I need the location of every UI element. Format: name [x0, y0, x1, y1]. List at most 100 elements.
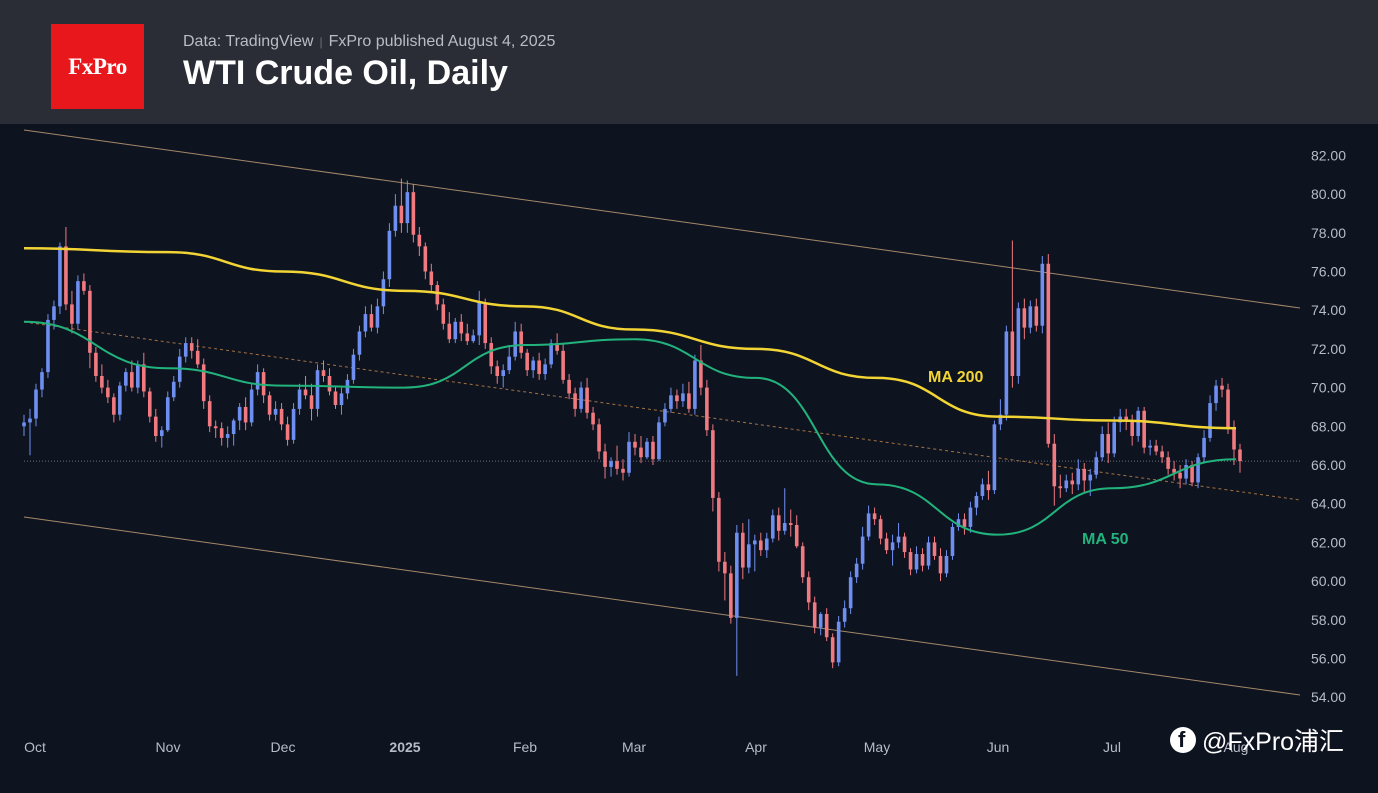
candle-body: [315, 370, 320, 409]
x-tick-label: Nov: [156, 739, 181, 755]
candle-body: [1100, 434, 1105, 458]
candle-body: [82, 281, 86, 291]
candle-body: [489, 343, 494, 367]
candle-body: [1112, 422, 1117, 454]
candle-body: [321, 370, 326, 376]
candle-body: [130, 372, 134, 388]
candle-body: [555, 343, 559, 351]
candle-body: [543, 364, 547, 375]
candle-body: [297, 389, 302, 409]
price-chart: MA 200 MA 50 54.00 56.00 58.00 60.00 62.00 64.…: [0, 109, 1378, 788]
x-tick-label: Jun: [987, 739, 1010, 755]
candle-body: [1058, 486, 1063, 489]
candle-body: [76, 281, 80, 324]
candle-body: [183, 343, 188, 357]
candle-body: [1136, 410, 1140, 436]
candle-body: [363, 314, 368, 332]
candle-body: [459, 321, 464, 334]
candle-body: [261, 372, 266, 396]
candle-body: [890, 542, 895, 551]
candle-body: [357, 331, 362, 355]
y-tick-label: 78.00: [1311, 225, 1346, 241]
x-tick-label: Jul: [1103, 739, 1121, 755]
x-tick-label: Apr: [745, 739, 767, 755]
chart-header: FxPro Data: TradingView | FxPro published …: [0, 0, 1378, 124]
facebook-icon: f: [1170, 727, 1196, 753]
candle-body: [171, 381, 176, 398]
candle-body: [764, 538, 769, 551]
candle-body: [465, 333, 470, 342]
candle-body: [231, 420, 236, 435]
candle-body: [944, 555, 949, 574]
chart-meta: Data: TradingView | FxPro published August…: [183, 33, 555, 51]
candle-body: [495, 366, 500, 376]
candle-body: [645, 441, 649, 458]
candle-body: [1010, 331, 1015, 376]
y-tick-label: 56.00: [1311, 651, 1346, 667]
candle-body: [333, 391, 338, 406]
x-tick-label: Dec: [271, 739, 296, 755]
y-tick-label: 64.00: [1311, 496, 1346, 512]
candle-body: [675, 395, 679, 402]
candle-body: [818, 613, 823, 628]
candle-body: [201, 364, 206, 402]
candle-body: [327, 375, 332, 392]
candle-body: [669, 395, 673, 409]
candle-body: [417, 234, 422, 247]
x-tick-label: 2025: [389, 739, 420, 755]
x-tick-label: Aug: [1224, 739, 1249, 755]
y-tick-label: 84.00: [1311, 124, 1346, 125]
candle-body: [848, 577, 853, 609]
candle-body: [405, 192, 410, 224]
candle-body: [824, 613, 829, 638]
candle-body: [1124, 416, 1128, 421]
candle-body: [1046, 263, 1051, 444]
candle-body: [962, 519, 967, 527]
candle-body: [866, 513, 871, 537]
candle-body: [687, 393, 691, 409]
meta-separator: |: [319, 35, 323, 49]
x-tick-label: Mar: [622, 739, 646, 755]
y-tick-label: 74.00: [1311, 302, 1346, 318]
candle-body: [243, 406, 248, 423]
candle-body: [1022, 308, 1027, 328]
candle-body: [165, 397, 170, 431]
candle-body: [980, 484, 985, 496]
candle-body: [1070, 480, 1075, 485]
y-tick-label: 76.00: [1311, 264, 1346, 280]
candle-body: [1232, 428, 1236, 450]
candle-body: [836, 621, 841, 663]
candle-body: [279, 408, 284, 425]
candle-body: [28, 418, 32, 423]
candle-body: [1190, 465, 1194, 483]
candle-body: [1034, 306, 1039, 326]
candle-body: [1226, 389, 1230, 429]
y-tick-label: 68.00: [1311, 418, 1346, 434]
x-tick-label: Oct: [24, 739, 46, 755]
candle-body: [153, 416, 158, 436]
candle-body: [22, 422, 26, 427]
candle-body: [1214, 385, 1218, 404]
candle-body: [195, 350, 200, 365]
candle-body: [1088, 474, 1093, 481]
candle-body: [974, 495, 979, 508]
candle-body: [747, 544, 751, 568]
channel-mid-line: [23, 321, 1301, 501]
candle-body: [112, 397, 116, 415]
candle-body: [741, 532, 745, 568]
candle-body: [1196, 457, 1200, 483]
candle-body: [812, 602, 817, 628]
candle-body: [800, 546, 805, 578]
candle-body: [387, 230, 392, 280]
candle-body: [770, 515, 775, 539]
candle-body: [147, 391, 152, 417]
candle-body: [441, 304, 446, 324]
candle-body: [651, 441, 655, 460]
candle-body: [142, 364, 146, 392]
y-tick-label: 70.00: [1311, 380, 1346, 396]
candle-body: [914, 554, 919, 570]
candle-body: [507, 356, 511, 371]
candle-body: [735, 532, 739, 618]
candle-body: [561, 350, 565, 380]
candle-body: [1064, 480, 1069, 489]
